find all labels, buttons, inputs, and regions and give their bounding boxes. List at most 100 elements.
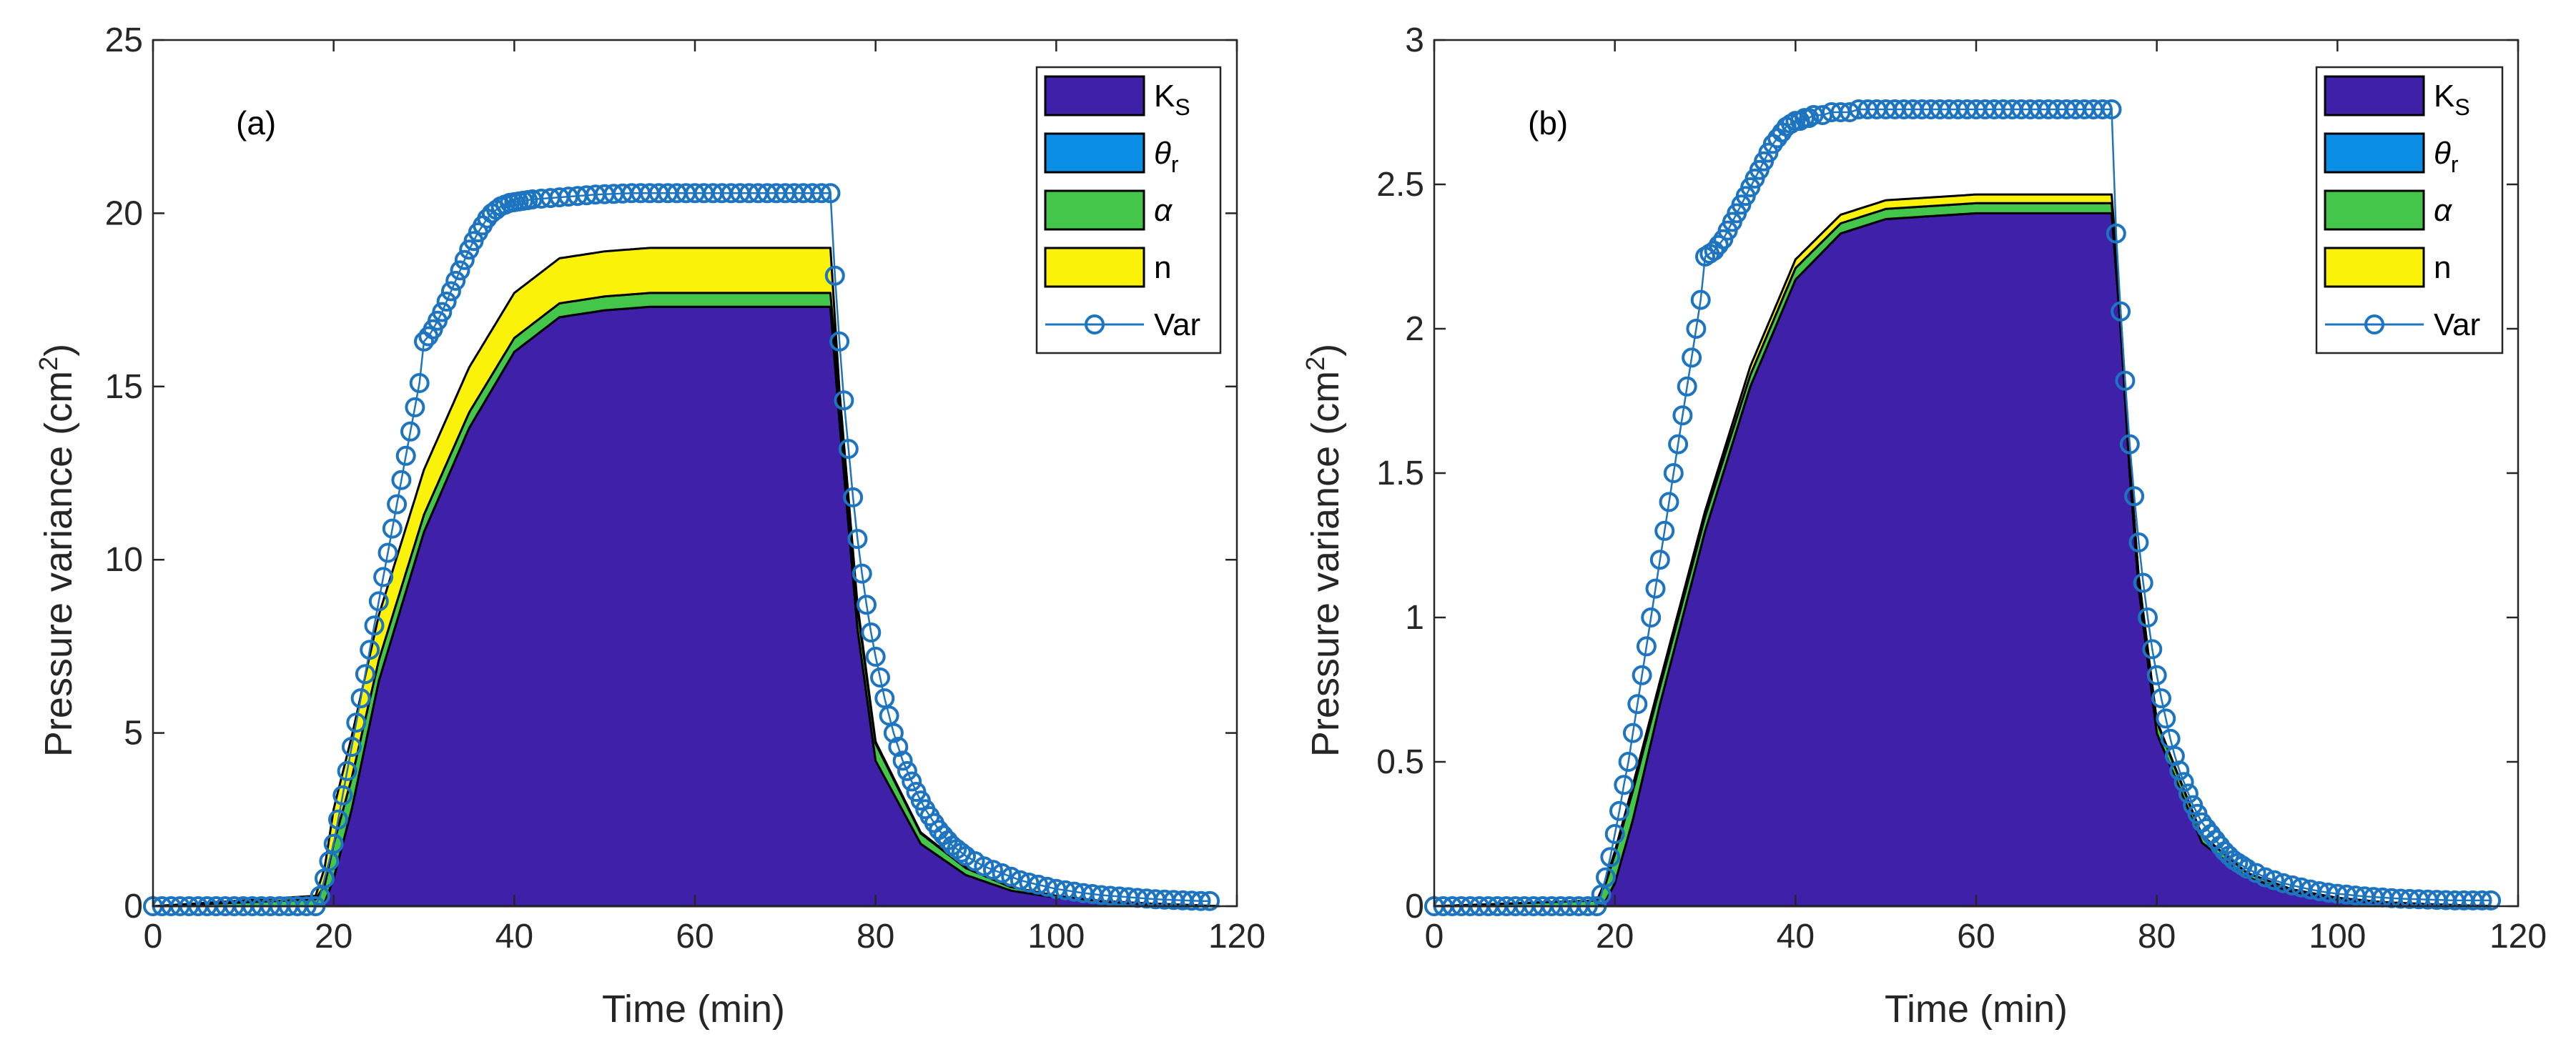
legend-label: n <box>2434 250 2451 285</box>
legend-label: α <box>2434 193 2453 228</box>
var-marker <box>865 646 886 667</box>
var-marker <box>2146 665 2167 685</box>
legend-swatch-var-marker <box>1085 314 1105 334</box>
var-marker <box>2264 870 2284 890</box>
var-marker <box>820 183 841 204</box>
x-tick-label: 80 <box>2138 918 2176 956</box>
var-marker <box>364 615 385 636</box>
legend-label: Var <box>1154 307 1200 342</box>
var-marker <box>2173 772 2194 793</box>
x-axis-title-a: Time (min) <box>602 988 785 1031</box>
var-marker <box>332 785 353 805</box>
x-tick-label: 40 <box>495 918 533 956</box>
var-marker <box>1649 550 1670 570</box>
var-marker <box>1019 873 1040 893</box>
legend-label: θr <box>2434 136 2459 177</box>
var-marker <box>445 270 466 291</box>
var-marker <box>2169 760 2190 781</box>
var-marker <box>2300 879 2321 900</box>
var-marker <box>1627 694 1648 715</box>
var-marker <box>897 760 917 781</box>
var-marker <box>2255 867 2276 888</box>
y-tick-label: 25 <box>105 21 143 59</box>
y-tick-label: 2.5 <box>1376 166 1424 204</box>
y-tick-label: 1 <box>1405 599 1424 637</box>
panel-label-b: (b) <box>1528 104 1568 142</box>
var-marker <box>355 664 375 685</box>
var-marker <box>2282 875 2303 895</box>
var-marker <box>1001 866 1022 887</box>
x-tick-label: 100 <box>1027 918 1085 956</box>
legend-label: Var <box>2434 307 2480 342</box>
var-marker <box>1636 636 1657 657</box>
legend-swatch-n <box>2324 247 2425 288</box>
panel-a: 0 20 40 60 80 100 120 0 5 10 15 20 25 (a) Time (min)… <box>34 21 1265 1031</box>
y-axis-title-b: Pressure variance (cm2) <box>1301 344 1347 757</box>
var-marker <box>450 260 470 281</box>
legend-swatch-theta-r <box>1044 132 1145 174</box>
var-marker <box>2142 639 2163 660</box>
var-marker <box>337 760 357 781</box>
var-marker <box>838 439 859 460</box>
var-marker <box>440 281 461 302</box>
var-marker <box>1708 234 1729 255</box>
var-marker <box>824 265 845 286</box>
var-marker <box>1641 607 1662 627</box>
var-marker <box>1037 876 1057 897</box>
var-marker <box>2291 877 2311 898</box>
y-tick-label: 20 <box>105 194 143 232</box>
var-marker <box>2138 607 2158 627</box>
var-marker <box>2273 873 2294 893</box>
var-marker <box>902 771 922 792</box>
var-marker <box>892 750 913 771</box>
var-marker <box>1622 723 1643 743</box>
legend-label: n <box>1154 250 1171 285</box>
var-marker <box>829 331 850 352</box>
var-marker <box>1677 376 1697 397</box>
var-marker <box>1618 752 1639 772</box>
var-marker <box>2119 434 2140 455</box>
legend-a: KS θr αn Var <box>1035 66 1222 354</box>
var-marker <box>1645 578 1666 599</box>
x-tick-label: 60 <box>1957 918 1995 956</box>
y-tick-label: 5 <box>124 715 143 753</box>
legend-label: KS <box>1154 79 1190 120</box>
var-marker <box>861 622 882 642</box>
var-marker <box>1190 890 1211 911</box>
legend-swatch-ks <box>2324 75 2425 116</box>
var-marker <box>2178 783 2199 804</box>
var-marker <box>1028 874 1049 895</box>
y-tick-label: 0.5 <box>1376 743 1424 781</box>
x-tick-label: 0 <box>1425 918 1444 956</box>
var-marker <box>323 833 344 854</box>
var-marker <box>1604 824 1625 844</box>
var-marker <box>387 494 408 515</box>
legend-label: KS <box>2434 79 2470 120</box>
x-tick-label: 20 <box>315 918 352 956</box>
x-tick-label: 60 <box>676 918 714 956</box>
var-marker <box>2246 863 2266 883</box>
var-marker <box>395 445 416 466</box>
var-marker <box>2101 99 2122 119</box>
var-marker <box>350 688 371 709</box>
x-axis-title-b: Time (min) <box>1885 988 2068 1031</box>
var-marker <box>2124 486 2145 507</box>
panel-label-a: (a) <box>236 104 276 142</box>
var-marker <box>1690 289 1711 310</box>
axes-a: 0 20 40 60 80 100 120 0 5 10 15 20 25 <box>105 21 1265 956</box>
legend-label: θr <box>1154 136 1179 177</box>
var-marker <box>1659 492 1679 512</box>
x-tick-label: 80 <box>857 918 894 956</box>
var-marker <box>409 373 430 393</box>
var-marker <box>346 713 367 733</box>
var-marker <box>1632 665 1652 685</box>
panel-b: 0 20 40 60 80 100 120 0 0.5 1 1.5 2 2.5 3 (b) Time (m… <box>1301 21 2547 1031</box>
y-tick-label: 2 <box>1405 310 1424 348</box>
var-marker <box>436 292 457 312</box>
var-marker <box>1614 775 1634 795</box>
x-tick-label: 100 <box>2309 918 2366 956</box>
var-marker <box>2156 708 2176 729</box>
x-tick-label: 120 <box>1208 918 1265 956</box>
var-marker <box>368 591 389 612</box>
legend-swatch-alpha <box>1044 189 1145 231</box>
